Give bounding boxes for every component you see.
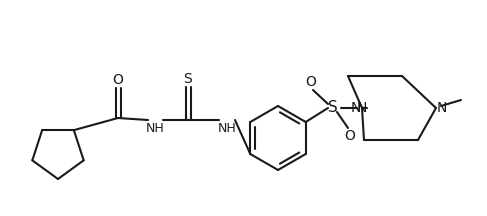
Text: NH: NH bbox=[218, 121, 236, 135]
Text: N: N bbox=[351, 101, 361, 115]
Text: S: S bbox=[328, 100, 338, 116]
Text: N: N bbox=[357, 101, 367, 115]
Text: O: O bbox=[112, 73, 123, 87]
Text: NH: NH bbox=[146, 121, 165, 135]
Text: O: O bbox=[305, 75, 317, 89]
Text: O: O bbox=[345, 129, 356, 143]
Text: S: S bbox=[184, 72, 192, 86]
Text: N: N bbox=[437, 101, 447, 115]
